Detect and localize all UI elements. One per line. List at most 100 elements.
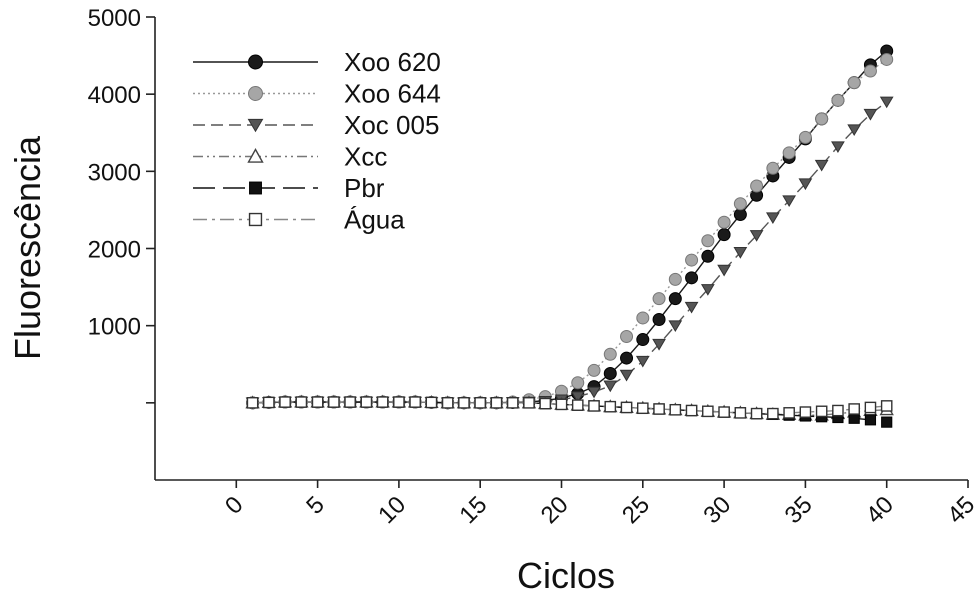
data-point xyxy=(620,329,634,343)
x-tick-label: 20 xyxy=(536,491,574,529)
data-point xyxy=(603,367,617,381)
x-tick-label: 40 xyxy=(861,491,899,529)
legend-entry: Xoo 644 xyxy=(193,79,441,109)
data-point xyxy=(782,195,797,208)
data-point xyxy=(539,397,552,410)
legend-marker xyxy=(248,54,263,70)
series-5 xyxy=(246,396,893,420)
data-point xyxy=(441,397,454,409)
data-point xyxy=(506,397,519,409)
ticks: 1000 2000 3000 4000 5000 0 5 10 15 20 25 30 35 40 45 xyxy=(88,5,974,529)
data-point xyxy=(717,228,731,242)
data-point xyxy=(620,351,634,365)
data-point xyxy=(263,396,275,409)
x-tick-label: 25 xyxy=(617,491,655,529)
y-tick-label: 2000 xyxy=(88,237,141,264)
data-point xyxy=(783,407,795,419)
data-point xyxy=(685,271,699,285)
data-point xyxy=(587,386,601,399)
legend-marker xyxy=(249,181,262,195)
data-point xyxy=(815,112,829,126)
x-tick-label: 10 xyxy=(373,491,411,529)
legend-label: Xoo 620 xyxy=(344,47,441,77)
legend-entry: Água xyxy=(193,205,405,235)
data-point xyxy=(733,247,748,259)
y-tick-label: 3000 xyxy=(88,159,141,186)
data-point xyxy=(880,52,894,66)
x-tick-label: 45 xyxy=(942,491,974,529)
data-point xyxy=(490,397,503,409)
data-point xyxy=(409,396,421,408)
x-tick-label: 5 xyxy=(301,491,330,520)
data-point xyxy=(458,397,470,409)
data-point xyxy=(571,399,584,411)
data-point xyxy=(653,403,665,415)
axes xyxy=(154,17,968,481)
data-point xyxy=(555,398,568,411)
data-point xyxy=(767,407,779,420)
x-tick-label: 15 xyxy=(454,491,492,529)
data-point xyxy=(815,405,828,418)
data-point xyxy=(718,406,730,418)
y-tick-label: 5000 xyxy=(88,5,141,32)
legend-label: Água xyxy=(344,205,405,235)
data-point xyxy=(328,396,340,408)
legend-label: Xoc 005 xyxy=(344,110,439,140)
data-point xyxy=(246,397,259,409)
data-point xyxy=(717,264,731,277)
data-point xyxy=(360,396,373,408)
legend-entry: Xoc 005 xyxy=(193,110,439,140)
y-tick-label: 4000 xyxy=(88,82,141,109)
y-tick-label: 1000 xyxy=(88,314,141,341)
data-point xyxy=(847,76,861,90)
data-point xyxy=(570,391,585,404)
data-point xyxy=(799,406,812,418)
data-point xyxy=(879,96,894,109)
x-tick-label: 30 xyxy=(698,491,736,529)
data-point xyxy=(344,396,356,408)
data-point xyxy=(831,93,845,107)
data-point xyxy=(749,230,764,242)
data-point xyxy=(523,397,535,409)
data-point xyxy=(685,404,698,417)
data-point xyxy=(652,292,666,306)
data-point xyxy=(425,396,438,409)
x-tick-label: 0 xyxy=(220,491,249,520)
data-point xyxy=(295,396,308,408)
data-point xyxy=(702,405,714,418)
data-point xyxy=(750,407,763,420)
data-point xyxy=(717,215,731,229)
data-point xyxy=(587,363,601,377)
data-point xyxy=(798,178,813,191)
data-point xyxy=(668,320,683,333)
data-point xyxy=(376,396,389,408)
data-point xyxy=(652,338,666,351)
series xyxy=(245,44,894,428)
data-point xyxy=(684,301,699,314)
data-point xyxy=(635,355,650,368)
series-line xyxy=(252,401,887,415)
data-point xyxy=(733,208,747,222)
data-point xyxy=(863,108,878,121)
legend-label: Xcc xyxy=(344,142,387,172)
data-point xyxy=(652,312,666,326)
legend-entry: Xcc xyxy=(193,142,387,172)
data-point xyxy=(474,397,487,409)
data-point xyxy=(832,404,844,417)
data-point xyxy=(393,396,405,408)
data-point xyxy=(700,284,715,296)
data-point xyxy=(571,376,585,390)
legend-marker xyxy=(248,86,263,101)
data-point xyxy=(863,64,877,78)
legend-label: Pbr xyxy=(344,173,385,203)
data-point xyxy=(766,161,780,175)
data-point xyxy=(848,403,860,415)
data-point xyxy=(279,396,291,408)
data-point xyxy=(864,401,877,414)
data-point xyxy=(831,141,845,154)
data-point xyxy=(750,179,764,193)
data-point xyxy=(604,400,617,413)
data-point xyxy=(864,414,877,426)
data-point xyxy=(668,272,682,286)
